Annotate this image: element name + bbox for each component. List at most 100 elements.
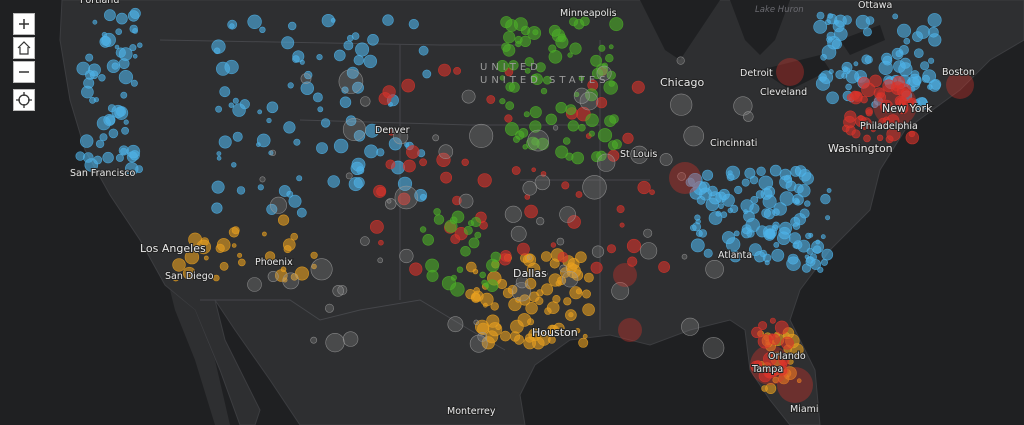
point-marker (397, 192, 411, 206)
point-marker (921, 74, 930, 83)
point-marker (772, 376, 780, 384)
point-marker (339, 96, 352, 108)
point-marker (845, 83, 852, 91)
point-marker (567, 120, 579, 132)
point-marker (103, 114, 116, 127)
point-marker (605, 53, 614, 63)
point-marker (118, 69, 133, 85)
point-marker (876, 134, 884, 142)
point-marker (698, 181, 710, 193)
point-marker (408, 18, 419, 30)
point-marker (266, 203, 278, 215)
point-marker (364, 144, 378, 159)
point-marker (286, 190, 294, 198)
point-marker (749, 175, 759, 185)
point-marker (470, 292, 481, 302)
point-marker (522, 180, 538, 196)
point-marker (878, 117, 888, 128)
point-marker (588, 130, 595, 137)
point-marker (681, 253, 688, 260)
point-marker (863, 134, 871, 143)
city-label: Atlanta (718, 250, 752, 261)
point-marker (541, 283, 554, 296)
point-marker (342, 331, 359, 347)
point-marker (290, 232, 299, 241)
point-marker (821, 248, 834, 261)
point-marker (299, 59, 305, 65)
point-marker (742, 111, 754, 122)
point-marker (470, 216, 482, 228)
point-marker (649, 189, 655, 195)
point-marker (425, 258, 439, 273)
great-lakes (640, 0, 885, 90)
point-marker (582, 175, 607, 200)
point-marker (676, 56, 685, 65)
point-marker (469, 334, 488, 353)
zoom-in-button[interactable] (13, 13, 35, 35)
point-marker (450, 282, 465, 297)
point-marker (567, 215, 581, 229)
point-marker (659, 153, 673, 166)
point-marker (346, 66, 359, 79)
point-marker (529, 106, 542, 119)
point-marker (433, 208, 441, 216)
point-marker (496, 59, 509, 72)
point-marker (851, 129, 861, 139)
point-marker (317, 106, 324, 113)
point-marker (858, 76, 870, 89)
point-marker (597, 153, 616, 172)
point-marker (232, 131, 243, 142)
point-marker (132, 53, 138, 59)
point-marker (499, 75, 506, 81)
point-marker (102, 151, 114, 164)
point-marker (882, 79, 896, 93)
point-marker (524, 333, 535, 343)
point-marker (401, 78, 416, 93)
point-marker (552, 125, 559, 131)
point-marker (569, 286, 583, 300)
point-marker (132, 27, 138, 34)
point-marker (805, 256, 816, 267)
land (59, 0, 1024, 425)
point-marker (930, 79, 942, 90)
point-marker (540, 251, 552, 262)
point-marker (858, 114, 864, 121)
point-marker (783, 174, 793, 183)
home-button[interactable] (13, 37, 35, 59)
point-marker (535, 296, 544, 306)
point-marker (231, 162, 237, 168)
point-marker (79, 134, 94, 148)
locate-button[interactable] (13, 89, 35, 111)
point-marker (907, 97, 917, 107)
point-marker (104, 9, 116, 22)
point-marker (608, 44, 614, 50)
point-marker (232, 97, 239, 104)
point-marker (549, 258, 560, 269)
point-marker (377, 257, 384, 264)
point-marker (353, 54, 364, 66)
point-marker (224, 59, 239, 75)
point-marker (523, 111, 530, 118)
point-marker (828, 69, 834, 75)
point-marker (705, 259, 724, 279)
point-marker (406, 145, 420, 159)
point-marker (540, 87, 548, 95)
point-marker (287, 82, 294, 89)
point-marker (218, 135, 232, 149)
point-marker (526, 255, 532, 261)
point-marker (548, 273, 562, 287)
point-marker (269, 149, 277, 156)
point-marker (92, 19, 98, 25)
point-marker (120, 147, 128, 155)
point-marker (743, 209, 748, 215)
point-marker (123, 119, 129, 125)
point-marker (580, 16, 590, 27)
zoom-out-button[interactable] (13, 61, 35, 83)
point-marker (515, 130, 525, 140)
point-marker (211, 39, 226, 54)
point-marker (859, 117, 872, 130)
point-marker (288, 21, 297, 31)
point-marker (927, 57, 935, 64)
point-marker (378, 239, 384, 246)
point-marker (486, 95, 496, 104)
